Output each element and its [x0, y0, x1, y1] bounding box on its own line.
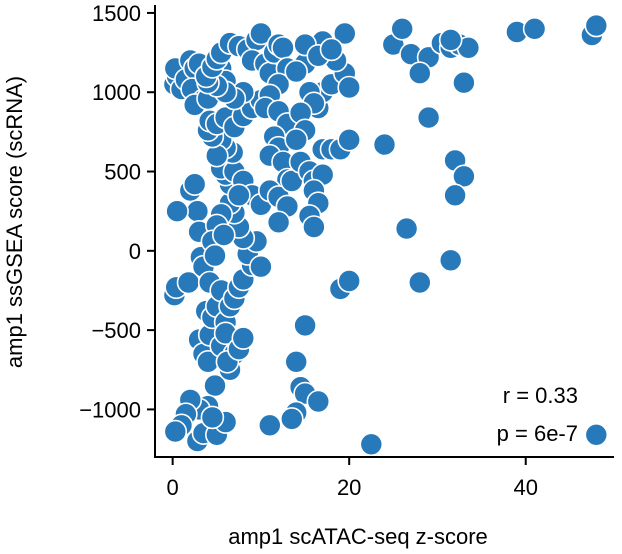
data-point	[203, 373, 227, 398]
data-point	[584, 13, 609, 38]
data-point	[522, 16, 547, 41]
data-point	[200, 405, 225, 430]
data-point	[284, 128, 309, 152]
data-point	[337, 128, 362, 152]
data-point	[271, 35, 295, 60]
ticks-layer: 0 20 40 −1000 −500 0 500 1000 1500	[79, 1, 538, 500]
data-point	[182, 172, 207, 196]
data-point	[438, 248, 463, 273]
data-point	[438, 28, 463, 52]
data-point	[332, 21, 357, 46]
data-point	[266, 210, 291, 235]
data-point	[227, 183, 251, 208]
data-point	[249, 254, 273, 279]
data-point	[452, 164, 476, 189]
data-point	[293, 313, 317, 338]
data-point	[337, 75, 362, 100]
data-point	[407, 61, 432, 85]
data-point	[394, 216, 419, 241]
data-point	[452, 70, 476, 95]
p-value-label: p = 6e-7	[497, 421, 578, 446]
y-tick-label: 0	[129, 239, 141, 264]
x-tick-label: 0	[167, 475, 179, 500]
data-point	[257, 413, 282, 438]
data-point	[249, 21, 273, 46]
data-point	[306, 389, 331, 414]
data-point	[279, 407, 304, 431]
data-point	[165, 199, 189, 223]
data-point	[284, 59, 309, 84]
y-tick-label: 500	[104, 160, 141, 185]
data-point	[372, 132, 397, 157]
x-tick-label: 40	[513, 475, 537, 500]
correlation-r-label: r = 0.33	[503, 383, 578, 408]
data-point	[203, 243, 227, 268]
data-point	[231, 326, 256, 350]
data-point	[337, 269, 362, 293]
y-axis-label: amp1 ssGSEA score (scRNA)	[2, 76, 27, 368]
x-axis-label: amp1 scATAC-seq z-score	[228, 524, 488, 549]
data-point	[443, 183, 467, 208]
data-point	[185, 199, 210, 223]
data-point	[205, 143, 229, 168]
data-point	[359, 432, 384, 457]
data-point	[302, 215, 326, 239]
data-point	[407, 270, 432, 295]
data-point	[319, 37, 344, 62]
x-tick-label: 20	[337, 475, 361, 500]
data-point	[416, 105, 441, 130]
data-point	[163, 419, 188, 444]
data-point	[212, 223, 236, 247]
points-layer	[162, 13, 609, 457]
data-point	[284, 349, 309, 374]
y-tick-label: 1000	[92, 80, 141, 105]
data-point	[584, 422, 609, 447]
axes-layer	[154, 5, 614, 458]
data-point	[390, 16, 415, 41]
y-tick-label: −1000	[79, 397, 141, 422]
y-tick-label: −500	[91, 318, 141, 343]
y-tick-label: 1500	[92, 1, 141, 26]
